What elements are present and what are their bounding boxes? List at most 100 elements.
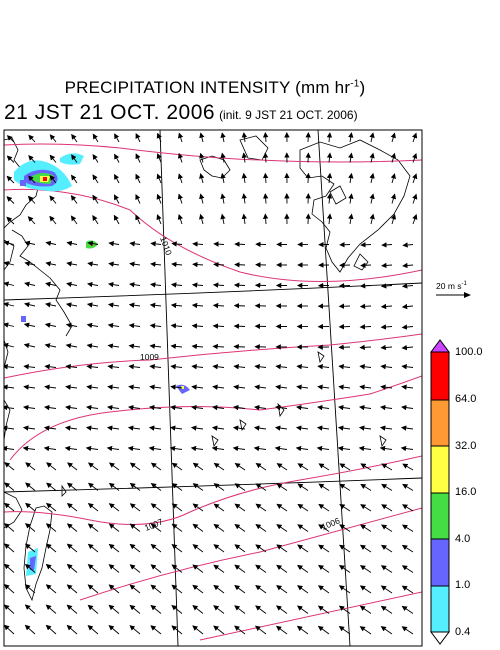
- wind-arrow: [192, 625, 204, 635]
- wind-arrow: [108, 462, 120, 471]
- wind-arrow: [402, 463, 414, 471]
- wind-arrow: [276, 483, 288, 491]
- wind-arrow: [254, 404, 267, 411]
- wind-arrow: [212, 323, 225, 329]
- wind-arrow: [338, 384, 351, 390]
- wind-arrow: [171, 625, 183, 635]
- wind-arrow: [401, 364, 414, 370]
- wind-arrow: [45, 261, 57, 267]
- wind-arrow: [23, 364, 36, 370]
- wind-arrow: [114, 153, 120, 163]
- colorbar-label: 16.0: [455, 486, 477, 498]
- wind-arrow: [275, 364, 288, 370]
- wind-arrow: [45, 543, 57, 553]
- wind-arrow: [23, 342, 36, 349]
- wind-arrow: [339, 504, 351, 512]
- wind-arrow: [241, 172, 247, 184]
- wind-arrow: [401, 344, 414, 351]
- wind-arrow: [178, 132, 184, 143]
- wind-arrow: [348, 213, 354, 225]
- wind-arrow: [213, 564, 225, 573]
- wind-arrow: [49, 195, 57, 204]
- wind-arrow: [24, 543, 36, 553]
- wind-arrow: [135, 214, 141, 225]
- wind-arrow: [192, 544, 204, 553]
- wind-arrow: [86, 384, 99, 390]
- wind-arrow: [192, 241, 204, 247]
- wind-arrow: [241, 152, 248, 163]
- wind-arrow: [379, 445, 393, 452]
- wind-arrow: [358, 425, 372, 431]
- wind-arrow: [87, 240, 99, 247]
- wind-arrow: [87, 281, 99, 288]
- wind-arrow: [412, 152, 418, 163]
- wind-arrow: [108, 482, 120, 491]
- wind-arrow: [390, 152, 396, 163]
- wind-arrow: [380, 565, 393, 573]
- wind-arrow: [360, 242, 372, 248]
- wind-arrow: [254, 364, 267, 370]
- wind-arrow: [390, 173, 396, 184]
- wind-arrow: [318, 524, 330, 532]
- wind-arrow: [170, 384, 183, 390]
- wind-arrow: [213, 483, 225, 491]
- wind-arrow: [220, 213, 226, 225]
- wind-arrow: [135, 193, 141, 204]
- wind-arrow: [129, 564, 141, 573]
- wind-arrow: [113, 214, 120, 225]
- wind-arrow: [128, 302, 141, 308]
- wind-arrow: [129, 462, 141, 471]
- wind-arrow: [254, 625, 267, 635]
- wind-arrow: [297, 463, 309, 471]
- wind-arrow: [150, 503, 162, 512]
- wind-arrow: [369, 193, 375, 204]
- wind-arrow: [108, 564, 120, 573]
- wind-arrow: [360, 483, 372, 491]
- wind-arrow: [192, 462, 204, 471]
- wind-arrow: [401, 404, 414, 411]
- wind-arrow: [49, 175, 57, 184]
- wind-arrow: [190, 445, 204, 452]
- wind-arrow: [86, 404, 99, 411]
- wind-arrow: [43, 445, 57, 452]
- colorbar-label: 1.0: [455, 579, 471, 591]
- wind-arrow: [213, 584, 225, 594]
- wind-arrow: [296, 605, 309, 614]
- wind-arrow: [401, 626, 414, 635]
- wind-arrow: [192, 605, 204, 614]
- wind-arrow: [127, 445, 141, 452]
- init-time-label: (init. 9 JST 21 OCT. 2006): [219, 108, 358, 122]
- wind-arrow: [276, 503, 288, 512]
- wind-arrow: [87, 543, 99, 553]
- wind-arrow: [4, 462, 15, 471]
- wind-arrow: [149, 404, 162, 411]
- wind-arrow: [241, 132, 248, 143]
- wind-arrow: [318, 564, 330, 573]
- wind-arrow: [192, 523, 204, 532]
- wind-arrow: [66, 604, 78, 614]
- wind-arrow: [24, 563, 36, 573]
- wind-arrow: [6, 216, 15, 225]
- wind-arrow: [338, 605, 351, 614]
- wind-arrow: [220, 152, 226, 163]
- wind-arrow: [49, 215, 57, 225]
- wind-arrow: [108, 241, 120, 247]
- wind-arrow: [45, 302, 57, 308]
- wind-arrow: [108, 604, 120, 614]
- wind-arrow: [4, 261, 15, 267]
- wind-arrow: [381, 504, 393, 512]
- wind-arrow: [317, 585, 330, 594]
- colorbar-label: 32.0: [455, 440, 477, 452]
- wind-arrow: [359, 605, 372, 614]
- wind-arrow: [44, 364, 57, 370]
- wind-arrow: [66, 563, 78, 573]
- wind-arrow: [45, 240, 57, 247]
- colorbar-segment: [430, 445, 450, 494]
- wind-arrow: [66, 584, 78, 594]
- wind-arrow: [191, 384, 204, 390]
- wind-arrow: [401, 524, 414, 532]
- colorbar-over-triangle: [430, 339, 450, 353]
- wind-arrow: [25, 502, 36, 512]
- wind-arrow: [170, 282, 183, 288]
- wind-arrow: [65, 302, 78, 308]
